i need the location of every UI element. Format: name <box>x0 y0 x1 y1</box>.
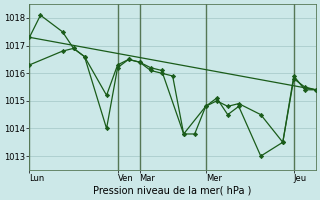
X-axis label: Pression niveau de la mer( hPa ): Pression niveau de la mer( hPa ) <box>93 186 252 196</box>
